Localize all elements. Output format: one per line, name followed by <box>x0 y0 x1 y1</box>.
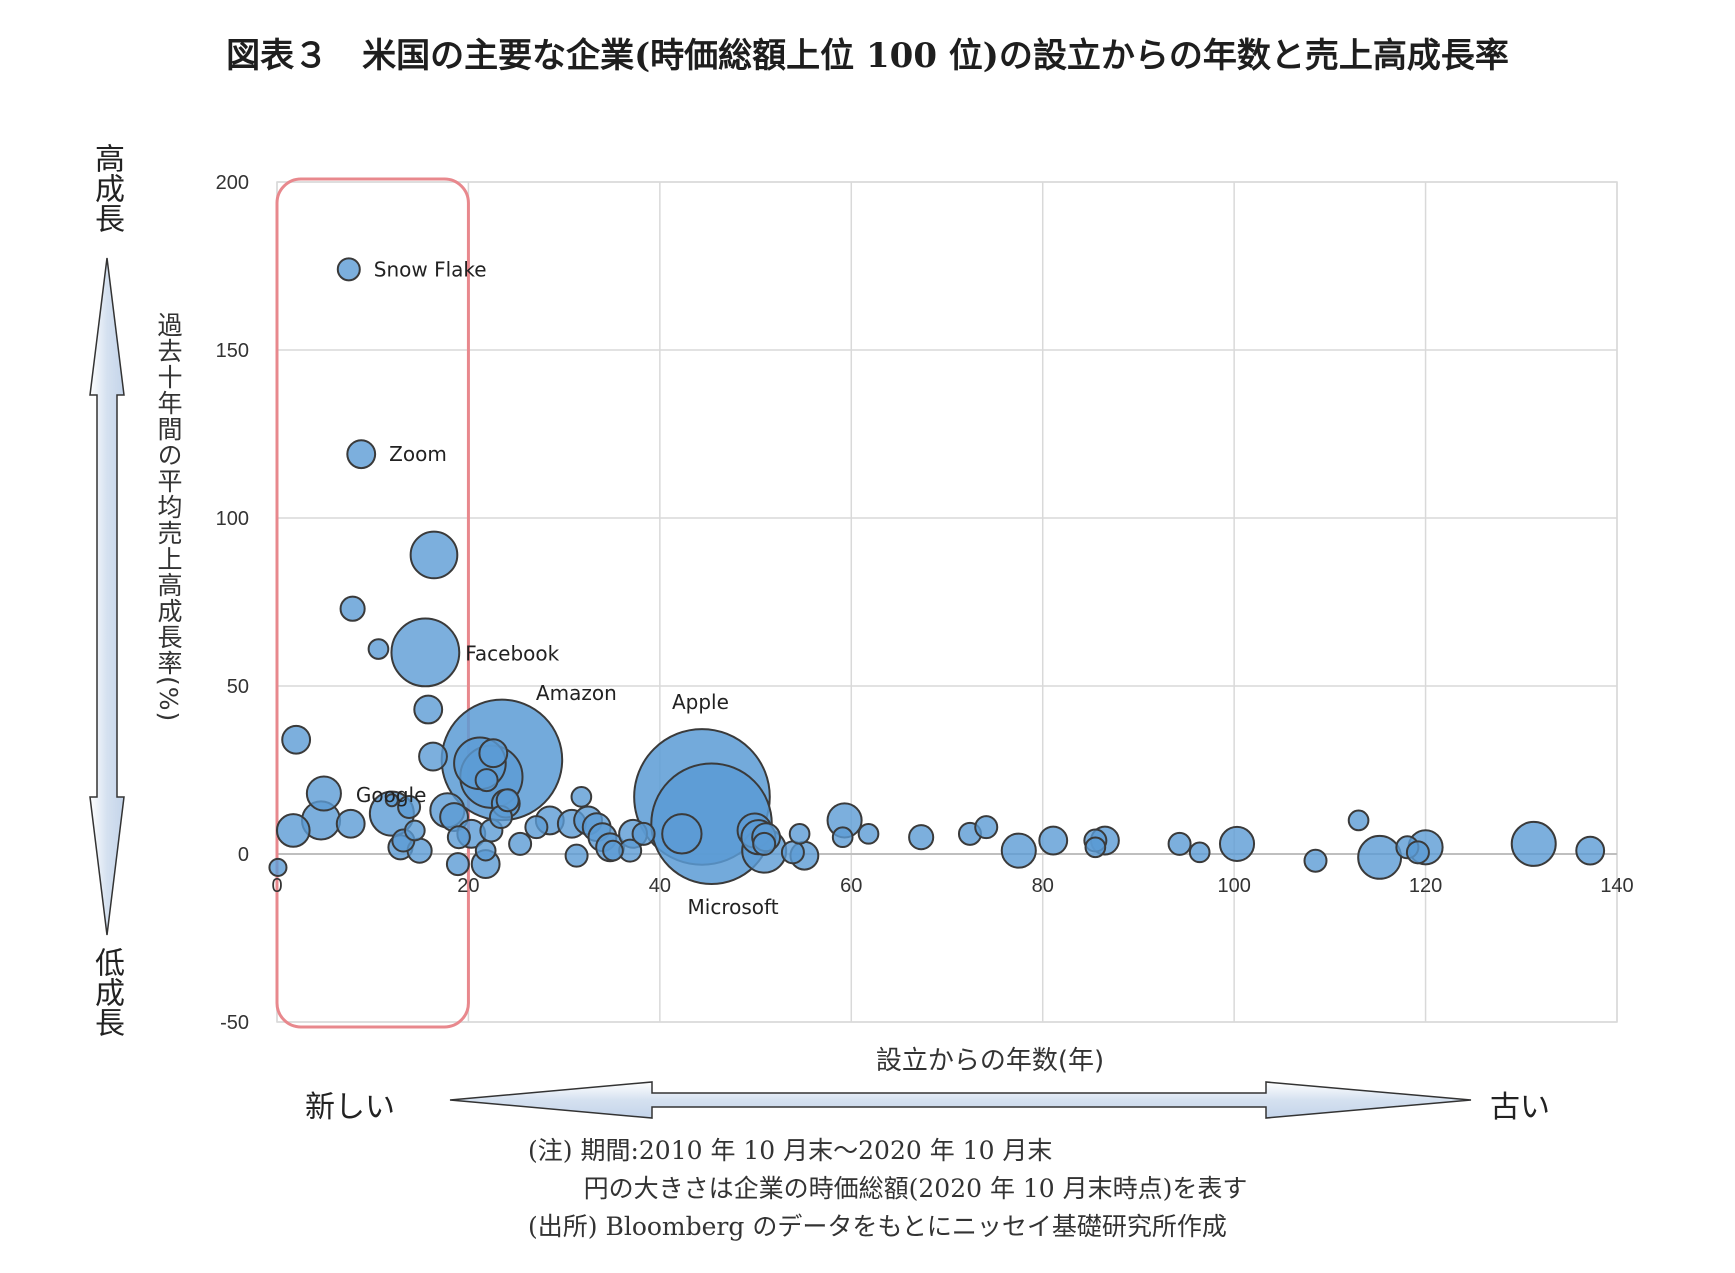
bubble <box>384 793 399 808</box>
bubble <box>397 794 422 819</box>
bubble <box>409 530 459 580</box>
bubble <box>474 839 497 862</box>
axis-arrows <box>89 257 1472 1119</box>
bubble <box>1218 825 1256 862</box>
bubble <box>474 768 499 793</box>
bubble <box>339 595 366 622</box>
bubble <box>478 738 509 769</box>
y-tick-label: 50 <box>227 676 249 698</box>
chart-title: 図表３ 米国の主要な企業(時価総額上位 100 位)の設立からの年数と売上高成長… <box>226 36 1509 76</box>
highlight-region <box>275 177 470 1029</box>
bubble <box>1000 832 1037 869</box>
bubble-label: Zoom <box>389 442 447 466</box>
bubble <box>752 831 777 856</box>
bubble <box>446 825 471 850</box>
bubble <box>1357 834 1403 880</box>
bubble <box>564 843 589 868</box>
bubble <box>1575 835 1606 866</box>
y-tick-label: -50 <box>220 1012 249 1034</box>
bubble <box>346 439 377 470</box>
bubble-label: Microsoft <box>688 895 779 919</box>
bubble <box>390 617 461 688</box>
bubble <box>570 786 593 808</box>
bubble <box>1347 809 1370 832</box>
bubble <box>1084 836 1107 859</box>
y-tick-label: 0 <box>238 844 249 866</box>
bubble <box>508 831 533 856</box>
bubble-label: Snow Flake <box>374 257 487 281</box>
bubble <box>335 808 366 839</box>
bubble <box>831 826 854 849</box>
x-tick-label: 20 <box>457 875 479 897</box>
bubble <box>281 724 312 755</box>
x-tick-label: 120 <box>1409 875 1442 897</box>
bubble-label: Apple <box>672 690 729 714</box>
bubble <box>974 815 999 840</box>
bubble <box>631 821 656 846</box>
bubble-label: Google <box>356 783 427 807</box>
x-tick-label: 40 <box>649 875 671 897</box>
low-growth-caption: 低成長 <box>89 947 124 1037</box>
vertical-arrow <box>89 257 125 936</box>
bubble <box>857 823 880 845</box>
bubble-series <box>268 257 1606 886</box>
bubble <box>413 694 444 725</box>
bubble-label: Amazon <box>536 681 617 705</box>
highlight-box <box>275 177 470 1029</box>
bubble <box>602 839 624 862</box>
bubble <box>1405 840 1430 865</box>
bubble-labels: Snow Flake Zoom Facebook Google Amazon Apple M… <box>356 257 779 918</box>
newer-caption: 新しい <box>305 1090 395 1125</box>
bubble <box>908 824 935 851</box>
x-tick-label: 80 <box>1032 875 1054 897</box>
bubble <box>418 741 448 772</box>
x-tick-label: 100 <box>1217 875 1250 897</box>
older-caption: 古い <box>1490 1090 1550 1125</box>
bubble <box>495 788 520 813</box>
bubble <box>1510 820 1557 867</box>
bubble <box>788 823 811 845</box>
notes: (注) 期間:2010 年 10 月末～2020 年 10 月末 円の大きさは企… <box>528 1132 1247 1246</box>
bubble <box>403 819 426 842</box>
bubble <box>305 775 342 812</box>
y-axis-label: 過去十年間の平均売上高成長率(%) <box>154 312 183 723</box>
bubble-label: Facebook <box>465 641 559 665</box>
note-period: (注) 期間:2010 年 10 月末～2020 年 10 月末 <box>528 1136 1053 1165</box>
y-tick-label: 200 <box>216 172 249 194</box>
x-tick-label: 140 <box>1600 875 1633 897</box>
bubble <box>275 813 311 848</box>
bubble <box>268 857 288 877</box>
high-growth-caption: 高成長 <box>89 143 124 233</box>
bubble <box>367 638 390 660</box>
bubble <box>1038 825 1069 856</box>
bubble <box>445 852 470 877</box>
bubble <box>661 813 703 855</box>
x-tick-label: 0 <box>271 875 282 897</box>
x-tick-label: 60 <box>840 875 862 897</box>
bubble <box>524 815 549 840</box>
horizontal-arrow <box>449 1081 1472 1119</box>
axis-ticks: 0 20 40 60 80 100 120 140 -50 0 50 100 150 200 <box>216 172 1634 1034</box>
note-bubble-size: 円の大きさは企業の時価総額(2020 年 10 月末時点)を表す <box>528 1174 1248 1203</box>
y-tick-label: 150 <box>216 340 249 362</box>
note-source: (出所) Bloomberg のデータをもとにニッセイ基礎研究所作成 <box>528 1212 1227 1241</box>
bubble <box>1167 831 1192 856</box>
bubble <box>1188 841 1211 864</box>
bubble <box>336 257 361 282</box>
bubble <box>1303 848 1328 873</box>
x-axis-label: 設立からの年数(年) <box>875 1046 1105 1076</box>
y-tick-label: 100 <box>216 508 249 530</box>
